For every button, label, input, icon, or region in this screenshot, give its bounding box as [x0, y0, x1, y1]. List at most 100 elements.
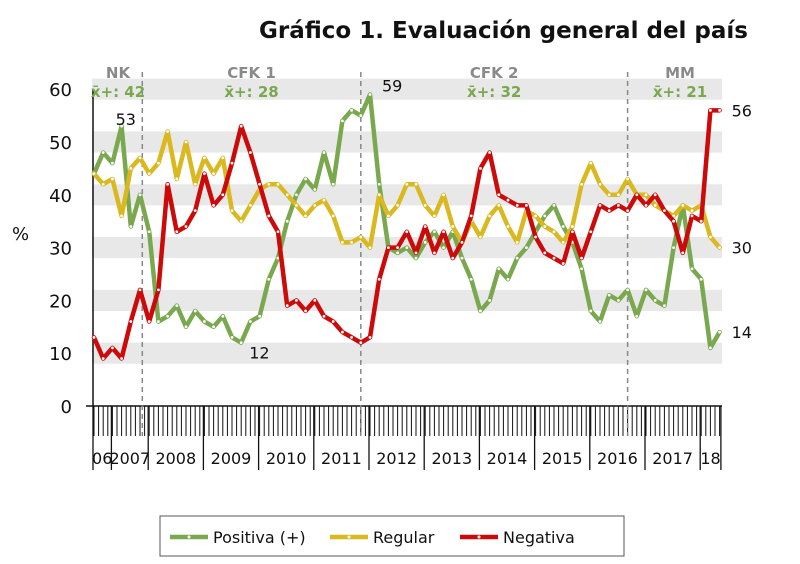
data-point [451, 256, 455, 260]
data-point [92, 172, 96, 176]
trough-label: 12 [249, 344, 269, 363]
data-point [709, 235, 712, 239]
data-point [718, 108, 721, 112]
data-point [350, 108, 353, 112]
end-value-label: 14 [732, 323, 752, 342]
data-point [203, 320, 206, 323]
data-point [681, 251, 685, 255]
data-point [653, 193, 657, 197]
data-point [681, 203, 685, 207]
data-point [607, 293, 611, 297]
data-point [663, 209, 666, 213]
data-point [129, 167, 133, 170]
data-point [267, 182, 271, 186]
data-point [699, 277, 703, 281]
legend-marker [477, 535, 481, 539]
data-point [525, 246, 528, 250]
data-point [267, 277, 271, 281]
data-point [571, 230, 574, 234]
data-point [111, 177, 114, 181]
data-point [515, 256, 519, 260]
data-point [285, 304, 289, 308]
data-point [212, 203, 216, 207]
data-point [377, 277, 381, 281]
data-point [111, 161, 114, 165]
grid-band [92, 342, 722, 364]
data-point [377, 193, 381, 197]
data-point [341, 330, 344, 334]
data-point [276, 182, 280, 186]
data-point [239, 341, 243, 345]
data-point [166, 182, 170, 186]
data-point [221, 193, 225, 197]
data-point [313, 203, 317, 207]
data-point [423, 240, 427, 244]
data-point [322, 198, 326, 202]
data-point [718, 330, 721, 334]
data-point [138, 156, 142, 160]
data-point [138, 288, 142, 292]
data-point [359, 235, 363, 239]
end-value-label: 56 [732, 101, 752, 120]
data-point [718, 246, 721, 250]
data-point [414, 251, 418, 255]
data-point [175, 230, 179, 234]
data-point [396, 203, 399, 207]
data-point [368, 335, 372, 339]
data-point [506, 225, 510, 228]
data-point [433, 251, 436, 255]
data-point [313, 188, 317, 191]
data-point [405, 182, 409, 186]
data-point [120, 124, 123, 128]
data-point [120, 357, 123, 360]
data-point [515, 203, 519, 207]
data-point [166, 130, 170, 133]
year-label: 06 [92, 449, 112, 468]
data-point [341, 119, 344, 123]
data-point [368, 246, 372, 250]
data-point [203, 172, 206, 176]
peak-label: 53 [116, 110, 136, 129]
grid-band [92, 184, 722, 206]
data-point [699, 219, 703, 223]
data-point [460, 240, 464, 244]
data-point [184, 325, 188, 329]
data-point [193, 309, 197, 313]
data-point [534, 214, 537, 218]
data-point [644, 193, 648, 197]
data-point [350, 335, 353, 339]
grid-band [92, 289, 722, 311]
data-point [598, 182, 602, 186]
data-point [193, 182, 197, 186]
data-point [571, 225, 574, 228]
data-point [497, 267, 501, 271]
data-point [249, 320, 252, 323]
data-point [239, 219, 243, 223]
data-point [331, 182, 335, 186]
data-point [672, 219, 675, 223]
data-point [488, 299, 491, 302]
period-mean-label: x̄+: 32 [467, 83, 521, 101]
data-point [396, 251, 399, 255]
period-label: MM [665, 64, 695, 82]
data-point [249, 203, 252, 207]
year-label: 2016 [597, 449, 638, 468]
y-tick-label: 20 [49, 291, 72, 312]
data-point [258, 182, 261, 186]
data-point [147, 230, 151, 234]
data-point [147, 320, 151, 323]
data-point [230, 335, 234, 339]
y-tick-label: 50 [49, 133, 72, 154]
data-point [175, 177, 179, 181]
data-point [285, 219, 289, 223]
data-point [166, 314, 170, 318]
data-point [368, 93, 372, 96]
data-point [203, 156, 206, 160]
year-label: 2007 [109, 449, 150, 468]
grid-band [92, 78, 722, 100]
data-point [92, 335, 96, 339]
data-point [626, 177, 629, 181]
data-point [580, 256, 583, 260]
data-point [589, 230, 593, 234]
